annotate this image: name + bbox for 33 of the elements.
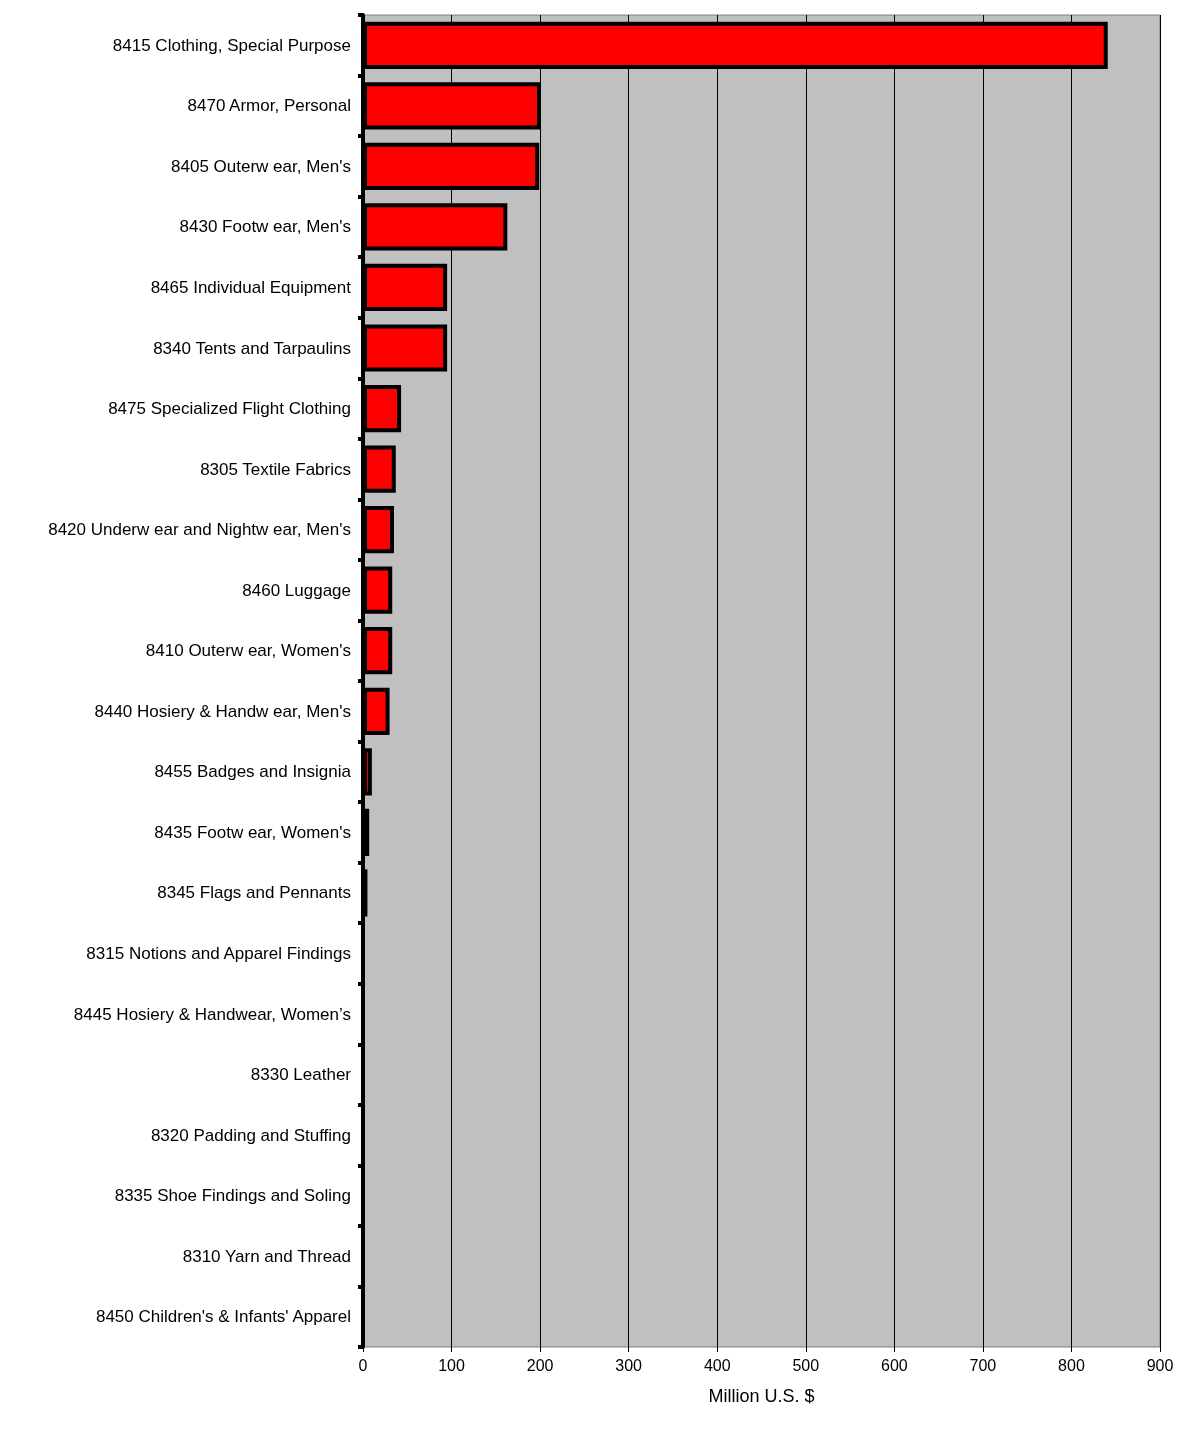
y-tick-label: 8410 Outerw ear, Women's [145,641,351,661]
x-tick-label: 900 [1146,1356,1174,1374]
y-tick-label: 8330 Leather [250,1065,352,1085]
y-tick-label: 8430 Footw ear, Men's [179,217,351,237]
x-tick-label: 600 [880,1356,908,1374]
y-tick-label: 8435 Footw ear, Women's [154,822,351,842]
x-tick-label: 400 [703,1356,731,1374]
y-tick-label: 8440 Hosiery & Handw ear, Men's [94,701,351,721]
x-tick-label: 800 [1058,1356,1085,1374]
x-axis-title: Million U.S. $ [708,1386,815,1406]
x-tick-label: 200 [526,1356,554,1374]
x-tick-label: 0 [358,1356,368,1374]
y-tick-label: 8420 Underw ear and Nightw ear, Men's [48,520,351,540]
y-tick-label: 8475 Specialized Flight Clothing [108,399,351,419]
y-tick-label: 8320 Padding and Stuffing [150,1125,351,1145]
y-tick-label: 8415 Clothing, Special Purpose [112,35,351,55]
y-tick-label: 8450 Children's & Infants' Apparel [95,1307,351,1327]
y-tick-label: 8345 Flags and Pennants [157,883,351,903]
y-tick-label: 8455 Badges and Insignia [154,762,352,782]
y-tick-label: 8405 Outerw ear, Men's [171,156,351,176]
x-tick-label: 100 [438,1356,465,1374]
y-tick-label: 8445 Hosiery & Handwear, Women’s [73,1004,351,1024]
y-tick-label: 8310 Yarn and Thread [182,1246,351,1266]
y-tick-label: 8460 Luggage [242,580,351,600]
y-tick-label: 8340 Tents and Tarpaulins [153,338,351,358]
x-tick-label: 700 [969,1356,997,1374]
y-tick-label: 8315 Notions and Apparel Findings [86,943,351,963]
y-tick-label: 8305 Textile Fabrics [200,459,351,479]
y-tick-label: 8465 Individual Equipment [150,277,352,297]
y-tick-label: 8470 Armor, Personal [187,96,351,116]
y-tick-label: 8335 Shoe Findings and Soling [114,1186,351,1206]
x-tick-label: 500 [792,1356,820,1374]
x-tick-label: 300 [615,1356,643,1374]
